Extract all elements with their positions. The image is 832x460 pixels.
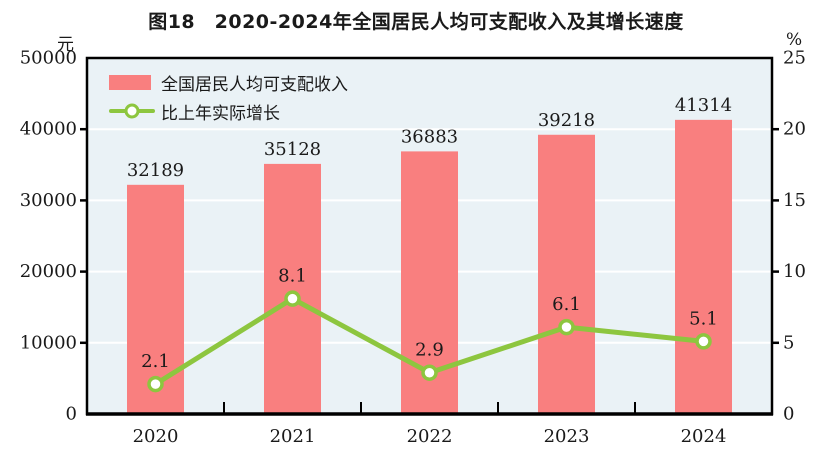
left-axis-tick-label: 50000 xyxy=(20,48,77,69)
right-axis-tick-label: 15 xyxy=(783,190,806,211)
bar-value-label-2021: 35128 xyxy=(264,139,321,160)
bar-value-label-2024: 41314 xyxy=(675,95,732,116)
left-axis-tick-label: 40000 xyxy=(20,119,77,140)
bar-2024 xyxy=(675,119,732,414)
x-axis-tick-label-2020: 2020 xyxy=(133,426,179,447)
bar-2020 xyxy=(127,184,184,414)
x-axis-tick-label-2021: 2021 xyxy=(270,426,316,447)
growth-value-label-2024: 5.1 xyxy=(689,308,718,329)
left-axis-tick-label: 10000 xyxy=(20,332,77,353)
bar-swatch-icon xyxy=(109,74,151,90)
right-axis-tick-label: 25 xyxy=(783,48,806,69)
line-marker-icon xyxy=(124,103,140,119)
left-axis-tick-label: 30000 xyxy=(20,190,77,211)
growth-value-label-2020: 2.1 xyxy=(141,351,170,372)
right-axis-tick-label: 10 xyxy=(783,261,806,282)
legend: 全国居民人均可支配收入 比上年实际增长 xyxy=(109,70,348,124)
right-axis-tick-label: 20 xyxy=(783,119,806,140)
bar-value-label-2020: 32189 xyxy=(127,160,184,181)
left-axis-tick-label: 0 xyxy=(66,404,77,425)
growth-marker-2022 xyxy=(421,364,438,381)
right-axis-unit-label: % xyxy=(786,30,803,50)
line-swatch-icon xyxy=(109,103,155,119)
growth-marker-2021 xyxy=(284,290,301,307)
bar-value-label-2022: 36883 xyxy=(401,126,458,147)
x-axis-tick-label-2023: 2023 xyxy=(544,426,590,447)
legend-label-income: 全国居民人均可支配收入 xyxy=(161,74,348,95)
growth-marker-2023 xyxy=(558,318,575,336)
left-axis-unit-label: 元 xyxy=(57,35,74,55)
growth-value-label-2023: 6.1 xyxy=(552,294,581,315)
legend-item-growth: 比上年实际增长 xyxy=(109,99,348,124)
bar-value-label-2023: 39218 xyxy=(538,110,595,131)
bar-2021 xyxy=(264,163,321,414)
left-axis-tick-label: 20000 xyxy=(20,261,77,282)
growth-marker-2020 xyxy=(147,375,164,393)
bar-2023 xyxy=(538,134,595,415)
right-axis-tick-label: 0 xyxy=(783,404,794,425)
legend-item-income: 全国居民人均可支配收入 xyxy=(109,70,348,95)
x-axis-tick-label-2022: 2022 xyxy=(407,426,453,447)
right-axis-tick-label: 5 xyxy=(783,332,794,353)
growth-value-label-2022: 2.9 xyxy=(415,340,444,361)
growth-marker-2024 xyxy=(695,333,712,350)
x-axis-tick-label-2024: 2024 xyxy=(681,426,727,447)
chart-title: 图18 2020-2024年全国居民人均可支配收入及其增长速度 xyxy=(148,11,684,33)
legend-label-growth: 比上年实际增长 xyxy=(161,103,280,124)
growth-value-label-2021: 8.1 xyxy=(278,266,307,287)
